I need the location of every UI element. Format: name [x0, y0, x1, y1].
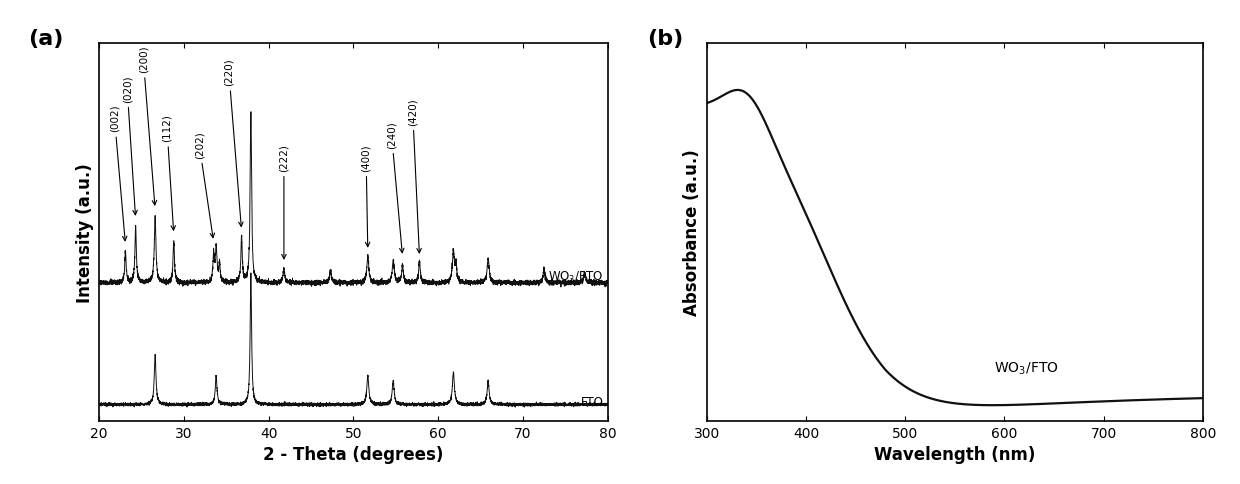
Text: (220): (220) — [224, 59, 243, 227]
Text: (b): (b) — [647, 29, 683, 48]
Text: WO$_3$/FTO: WO$_3$/FTO — [994, 360, 1059, 376]
Text: (200): (200) — [139, 45, 156, 206]
Text: WO$_3$/FTO: WO$_3$/FTO — [548, 269, 604, 284]
Text: (020): (020) — [123, 75, 138, 215]
Text: (400): (400) — [361, 144, 371, 247]
Text: FTO: FTO — [580, 395, 604, 408]
X-axis label: 2 - Theta (degrees): 2 - Theta (degrees) — [263, 445, 444, 463]
Y-axis label: Absorbance (a.u.): Absorbance (a.u.) — [683, 149, 702, 316]
Text: (420): (420) — [408, 98, 422, 253]
Text: (222): (222) — [279, 144, 289, 259]
Text: (240): (240) — [387, 121, 404, 253]
X-axis label: Wavelength (nm): Wavelength (nm) — [874, 445, 1035, 463]
Y-axis label: Intensity (a.u.): Intensity (a.u.) — [76, 163, 94, 302]
Text: (002): (002) — [109, 105, 126, 241]
Text: (112): (112) — [162, 114, 175, 231]
Text: (a): (a) — [29, 29, 63, 48]
Text: (202): (202) — [195, 131, 215, 238]
